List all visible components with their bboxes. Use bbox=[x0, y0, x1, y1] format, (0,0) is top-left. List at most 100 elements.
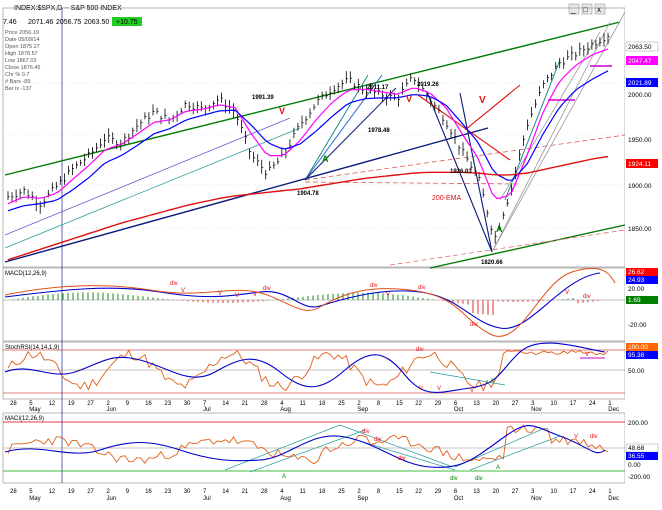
macd-badge-text: 24.93 bbox=[628, 277, 645, 284]
stochrsi-label: StochRSI(14,14,1,9) bbox=[5, 345, 59, 351]
macd-line bbox=[4, 267, 616, 337]
x-tick-label: 5 bbox=[29, 401, 33, 407]
x-tick-label: 7 bbox=[203, 401, 207, 407]
stoch-badge bbox=[626, 343, 658, 351]
window-controls: _ □ x bbox=[568, 3, 606, 15]
x-tick-label: 11 bbox=[300, 489, 307, 495]
macd-badge bbox=[626, 296, 658, 304]
lower-channel-line bbox=[429, 224, 626, 269]
price-annotations: 1991.39 2011.17 2019.26 1904.78 1978.48 … bbox=[252, 82, 503, 266]
div-note: div bbox=[370, 283, 378, 289]
maci-badge-text: 36.55 bbox=[628, 453, 645, 460]
low-label: 1820.66 bbox=[481, 260, 503, 266]
low-label: 1904.78 bbox=[297, 191, 319, 197]
info-line: Bar ix -137 bbox=[5, 86, 32, 92]
ema-label: 200-EMA bbox=[432, 195, 462, 202]
macd-badge-text: 1.69 bbox=[628, 297, 641, 304]
stoch-tick: 50.00 bbox=[628, 368, 645, 375]
a-note: A bbox=[490, 379, 494, 385]
x-tick-label: 4 bbox=[280, 401, 284, 407]
macd-histogram bbox=[12, 292, 604, 315]
x-month-label: Jul bbox=[203, 407, 211, 413]
div-note: div bbox=[362, 429, 370, 435]
x-tick-label: 19 bbox=[68, 401, 75, 407]
x-tick-label: 24 bbox=[589, 489, 596, 495]
trendlines bbox=[4, 11, 626, 269]
macd-axis: 26.62 24.93 1.69 20.00 -20.00 bbox=[626, 268, 658, 329]
v-mark: V bbox=[479, 95, 486, 106]
price-badge-text: 2047.47 bbox=[628, 58, 652, 65]
x-tick-label: 29 bbox=[435, 489, 442, 495]
price-badge-text: 1924.11 bbox=[628, 161, 651, 168]
price-badge bbox=[625, 41, 659, 52]
rise-line bbox=[491, 11, 626, 253]
v-mark: V bbox=[406, 94, 412, 104]
v-note: V bbox=[386, 292, 390, 298]
info-line: Close 1876.45 bbox=[5, 65, 40, 71]
teal-line bbox=[4, 127, 301, 249]
x-tick-label: 20 bbox=[493, 489, 500, 495]
lavender-line bbox=[4, 117, 291, 236]
x-tick-label: 29 bbox=[435, 401, 442, 407]
price-axis: 2063.50 2047.47 2021.89 1924.11 2000.00 … bbox=[625, 41, 659, 233]
fan-line bbox=[304, 74, 369, 181]
a-mark: A bbox=[496, 224, 503, 234]
x-month-label: Aug bbox=[280, 407, 291, 413]
x-tick-label: 15 bbox=[396, 401, 403, 407]
maci-label: MACI(12,26,9) bbox=[5, 416, 44, 422]
v-note: V bbox=[470, 388, 474, 394]
info-line: Open 1875.27 bbox=[5, 44, 40, 50]
macd-signal-line bbox=[4, 272, 601, 329]
x-tick-label: 9 bbox=[126, 401, 130, 407]
info-panel: Price 2056.19 Date 05/09/14 Open 1875.27… bbox=[5, 30, 40, 92]
maximize-button[interactable] bbox=[581, 3, 593, 15]
low-label: 1926.03 bbox=[450, 169, 472, 175]
x-tick-label: 6 bbox=[454, 401, 458, 407]
div-note: div bbox=[416, 347, 424, 353]
div-note: div bbox=[450, 476, 458, 482]
x-tick-label: 2 bbox=[357, 489, 361, 495]
maci-notes: div div div V div div div A A bbox=[282, 429, 598, 482]
red-trend-line bbox=[464, 84, 521, 131]
maci-tick: -200.00 bbox=[628, 474, 650, 481]
x-tick-label: 13 bbox=[473, 489, 480, 495]
x-month-label: Jul bbox=[203, 496, 211, 502]
price-badge-text: 2063.50 bbox=[628, 44, 652, 51]
x-tick-label: 21 bbox=[242, 401, 249, 407]
info-line: Chr % 0.7 bbox=[5, 72, 29, 78]
x-tick-label: 17 bbox=[570, 489, 577, 495]
minimize-button[interactable] bbox=[568, 3, 580, 15]
info-line: Date 05/09/14 bbox=[5, 37, 40, 43]
x-month-label: Aug bbox=[280, 496, 291, 502]
stoch-axis: 100.00 95.38 50.00 bbox=[626, 343, 658, 375]
div-note: div bbox=[263, 286, 271, 292]
x-tick-label: 9 bbox=[126, 489, 130, 495]
x-tick-label: 27 bbox=[87, 401, 94, 407]
v-note: V bbox=[419, 386, 423, 392]
macd-label: MACD(12,26,9) bbox=[5, 271, 47, 277]
maximize-icon: □ bbox=[583, 5, 588, 14]
stoch-notes: div V V V A V bbox=[416, 347, 589, 394]
div-note: div bbox=[418, 285, 426, 291]
x-month-label: Sep bbox=[357, 407, 368, 413]
x-tick-label: 12 bbox=[49, 401, 56, 407]
info-line: Low 1867.02 bbox=[5, 58, 37, 64]
x-tick-label: 28 bbox=[261, 489, 268, 495]
x-tick-label: 7 bbox=[203, 489, 207, 495]
stoch-badge-text: 100.00 bbox=[628, 344, 648, 351]
x-tick-label: 25 bbox=[338, 489, 345, 495]
x-month-label: Jun bbox=[107, 496, 117, 502]
x-tick-label: 22 bbox=[415, 401, 422, 407]
v-note: V bbox=[585, 352, 589, 358]
div-note: div bbox=[583, 294, 591, 300]
minimize-icon: _ bbox=[570, 5, 576, 14]
price-badge bbox=[626, 56, 658, 65]
x-tick-label: 15 bbox=[396, 489, 403, 495]
x-tick-label: 2 bbox=[107, 489, 111, 495]
x-month-label: Sep bbox=[357, 496, 368, 502]
stoch-badge-text: 95.38 bbox=[628, 352, 645, 359]
price-series bbox=[7, 32, 610, 261]
close-button[interactable] bbox=[594, 3, 606, 15]
v-note: V bbox=[437, 386, 441, 392]
